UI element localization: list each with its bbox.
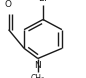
Text: N: N <box>34 61 41 70</box>
Text: O: O <box>4 0 11 9</box>
Text: CH₃: CH₃ <box>31 74 45 78</box>
Text: Br: Br <box>38 0 48 3</box>
